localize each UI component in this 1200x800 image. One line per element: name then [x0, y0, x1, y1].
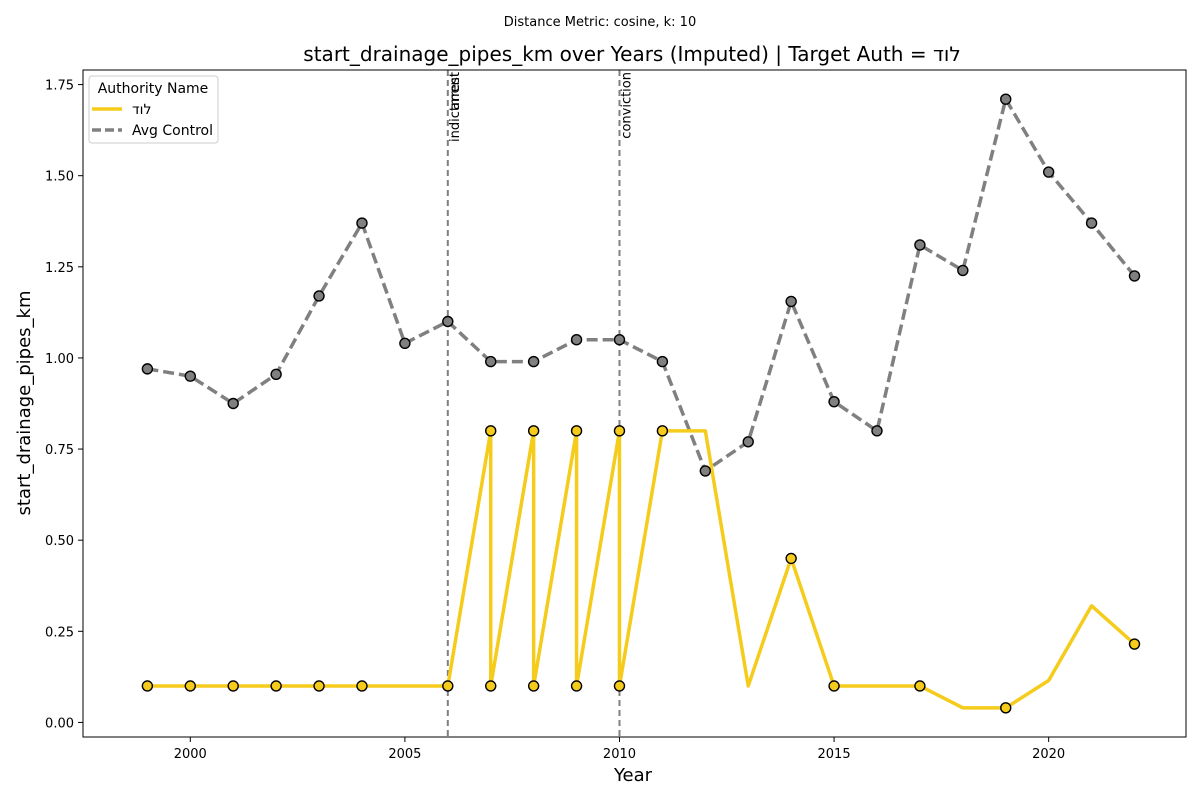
chart-title: start_drainage_pipes_km over Years (Impu… [303, 42, 960, 66]
data-point [613, 425, 626, 437]
data-point [313, 680, 325, 692]
data-point [356, 680, 368, 692]
series-lines [147, 97, 1136, 710]
y-tick-label: 1.25 [45, 261, 74, 276]
data-point [227, 680, 239, 692]
y-tick-label: 0.75 [45, 443, 74, 458]
data-point [1128, 638, 1141, 650]
data-point [399, 337, 411, 350]
x-tick-label: 2015 [818, 747, 851, 762]
y-tick-label: 1.75 [45, 79, 74, 94]
data-point [613, 680, 626, 692]
data-point [1128, 270, 1141, 282]
data-point [141, 680, 154, 692]
data-point [527, 680, 540, 692]
data-point [227, 397, 239, 410]
legend: Authority Name לוד Avg Control [88, 75, 219, 144]
data-point [699, 465, 712, 477]
legend-label-lod: לוד [132, 102, 151, 118]
series-line [147, 429, 1136, 710]
data-point [270, 368, 282, 381]
plot-frame [82, 69, 1187, 738]
data-point [184, 370, 196, 382]
y-axis: 0.00 0.25 0.50 0.75 1.00 1.25 1.50 1.75 [45, 79, 83, 731]
data-point [656, 355, 669, 368]
data-point [1085, 217, 1098, 229]
data-point [485, 425, 497, 437]
data-point [570, 680, 583, 692]
data-point [1042, 166, 1055, 178]
legend-title: Authority Name [98, 81, 209, 97]
x-axis-title: Year [613, 765, 653, 786]
data-point [485, 355, 497, 368]
data-point [485, 680, 497, 692]
y-tick-label: 0.25 [45, 625, 74, 640]
x-tick-label: 2020 [1032, 747, 1065, 762]
data-point [871, 425, 883, 437]
data-point [785, 295, 797, 308]
legend-box [88, 75, 219, 144]
data-point [1000, 702, 1012, 714]
data-point [270, 680, 282, 692]
data-point [828, 395, 840, 408]
data-point [442, 680, 454, 692]
y-tick-label: 0.50 [45, 534, 74, 549]
event-label: arrest [448, 72, 463, 110]
data-point [914, 680, 926, 692]
y-tick-label: 1.50 [45, 170, 74, 185]
data-point [570, 334, 583, 346]
data-point [141, 363, 154, 375]
series-markers [141, 93, 1141, 714]
data-point [184, 680, 196, 692]
event-label: indictment [448, 72, 463, 142]
data-point [914, 239, 926, 251]
y-axis-title: start_drainage_pipes_km [14, 291, 35, 516]
data-point [785, 552, 797, 565]
x-tick-label: 2010 [603, 747, 636, 762]
x-tick-label: 2000 [174, 747, 207, 762]
series-line [147, 97, 1136, 473]
data-point [1000, 93, 1012, 105]
data-point [442, 315, 454, 328]
chart-suptitle: Distance Metric: cosine, k: 10 [504, 15, 696, 30]
data-point [742, 436, 754, 448]
y-tick-label: 1.00 [45, 352, 74, 367]
data-point [527, 355, 540, 368]
data-point [356, 217, 368, 229]
data-point [828, 680, 840, 692]
data-point [313, 290, 325, 302]
y-tick-label: 0.00 [45, 716, 74, 731]
x-tick-label: 2005 [388, 747, 421, 762]
data-point [527, 425, 540, 437]
data-point [613, 334, 626, 346]
x-axis: 2000 2005 2010 2015 2020 [174, 737, 1065, 762]
data-point [957, 264, 969, 277]
data-point [656, 425, 669, 437]
data-point [570, 425, 583, 437]
legend-label-avg-control: Avg Control [132, 123, 213, 139]
event-label: conviction [619, 72, 634, 139]
